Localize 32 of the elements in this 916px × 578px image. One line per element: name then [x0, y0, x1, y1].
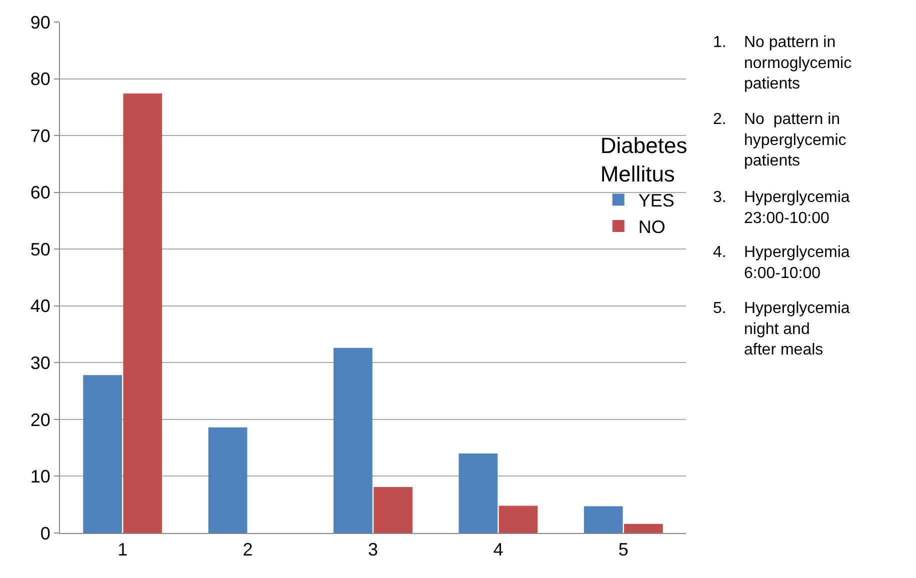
- y-tick-label: 40: [30, 296, 50, 316]
- y-tick-label: 20: [30, 410, 50, 430]
- legend-label: NO: [638, 217, 666, 238]
- bar: [83, 375, 122, 533]
- x-tick-label: 5: [618, 540, 628, 560]
- x-tick-label: 1: [118, 540, 128, 560]
- text: 5. Hyperglycemia night and after meals: [713, 300, 850, 359]
- bar: [208, 427, 248, 533]
- y-tick-label: 30: [30, 352, 50, 373]
- bar: [624, 524, 663, 533]
- y-tick-label: 50: [30, 239, 50, 260]
- y-tick-label: 80: [30, 69, 50, 90]
- legend-label: YES: [638, 190, 674, 211]
- bar: [334, 348, 372, 533]
- y-tick-label: 90: [30, 12, 50, 32]
- x-tick-label: 3: [368, 540, 378, 560]
- x-tick-label: 2: [242, 540, 253, 560]
- bar: [498, 506, 538, 533]
- text: 1. No pattern in normoglycemic patients: [713, 34, 852, 93]
- bar: [123, 94, 162, 533]
- x-tick-label: 4: [493, 540, 504, 560]
- y-tick-label: 10: [30, 466, 50, 487]
- bar: [584, 506, 623, 533]
- y-tick-label: 60: [30, 182, 50, 203]
- y-tick-label: 70: [30, 126, 50, 146]
- legend-title: Diabetes Mellitus: [600, 132, 688, 186]
- text: 4. Hyperglycemia 6:00-10:00: [713, 244, 850, 282]
- text: 2. No pattern in hyperglycemic patients: [713, 111, 846, 170]
- bar: [458, 454, 498, 533]
- text: 3. Hyperglycemia 23:00-10:00: [713, 189, 850, 227]
- bar: [374, 487, 412, 533]
- y-tick-label: 0: [40, 523, 50, 544]
